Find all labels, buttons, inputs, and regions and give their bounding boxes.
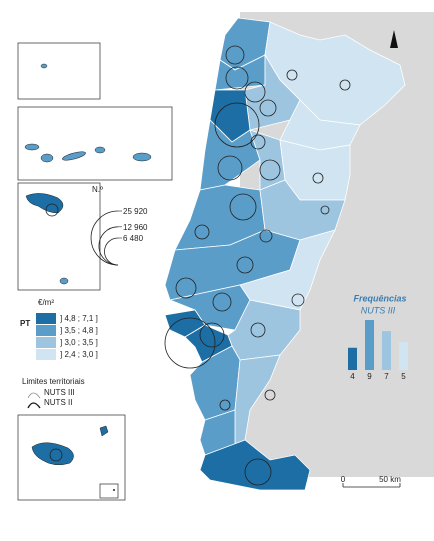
nuts3-symbol [27,392,41,399]
map-circle [244,458,272,486]
bubble-legend-label: 25 920 [123,207,148,216]
map-circle [219,399,231,411]
map-circle [259,159,281,181]
map-circle [244,81,266,103]
map-circle [212,292,232,312]
legend-label: ] 3,5 ; 4,8 ] [60,326,98,335]
bubble-legend-circle [98,226,119,266]
frequency-label: 4 [350,372,355,381]
map-circle [339,79,351,91]
map-circle [225,45,245,65]
bubble-legend-circle [90,210,119,266]
madeira [31,425,119,499]
boundaries-item: NUTS II [44,398,72,407]
map-circle [199,322,225,348]
map-circle [264,389,276,401]
bubble-legend-label: 12 960 [123,223,148,232]
legend-swatch [36,337,56,348]
map-circle [236,256,254,274]
frequency-label: 7 [384,372,389,381]
map-circle [214,102,260,148]
bubble-legend-label: 6 480 [123,234,144,243]
map-circle [286,69,298,81]
legend: €/m² PT ] 4,8 ; 7,1 ] ] 3,5 ; 4,8 ] ] 3,0 … [20,298,98,360]
scale-start: 0 [341,475,346,484]
map-circle [225,66,249,90]
legend-label: ] 4,8 ; 7,1 ] [60,314,98,323]
map-circles [164,45,351,486]
island [40,63,48,69]
frequency-bar [399,342,408,370]
map-circle [250,322,266,338]
inset-box [17,42,101,100]
legend-swatch [36,349,56,360]
nuts2-symbol [27,402,41,409]
frequency-chart: Frequências NUTS III 4 9 7 5 [348,293,408,381]
map-circle [291,293,305,307]
legend-country: PT [20,319,30,328]
scale-end: 50 km [379,475,401,484]
legend-unit: €/m² [38,298,54,307]
legend-label: ] 2,4 ; 3,0 ] [60,350,98,359]
frequency-label: 9 [367,372,372,381]
map-circle [217,155,243,181]
map-circle [312,172,324,184]
region [189,345,241,421]
map-circle [164,317,216,369]
frequency-bar [382,331,391,370]
map-circle [194,224,210,240]
north-arrow [390,30,398,48]
map-circle [259,99,277,117]
region [244,53,301,131]
map-circle [259,229,273,243]
legend-swatch [36,313,56,324]
inset-islands [25,193,69,285]
bubble-legend-circle [104,237,119,266]
bubble-legend-title: N.º [92,185,103,194]
bubble-legend: N.º 25 920 12 960 6 480 [90,185,148,266]
regions [164,17,406,491]
boundaries-title: Limites territoriais [22,377,85,386]
region [199,119,261,191]
frequency-bar [365,320,374,370]
map-circle [229,193,257,221]
region [199,439,311,491]
frequency-bar [348,347,357,370]
frequency-subtitle: NUTS III [361,305,396,315]
inset-box [17,106,173,181]
legend-label: ] 3,0 ; 3,5 ] [60,338,98,347]
map-circle [250,134,266,150]
map-circle [175,277,197,299]
azores-islands [24,143,152,163]
map-circle [320,205,330,215]
frequency-title: Frequências [353,293,406,303]
legend-swatch [36,325,56,336]
boundaries-item: NUTS III [44,388,75,397]
frequency-label: 5 [401,372,406,381]
